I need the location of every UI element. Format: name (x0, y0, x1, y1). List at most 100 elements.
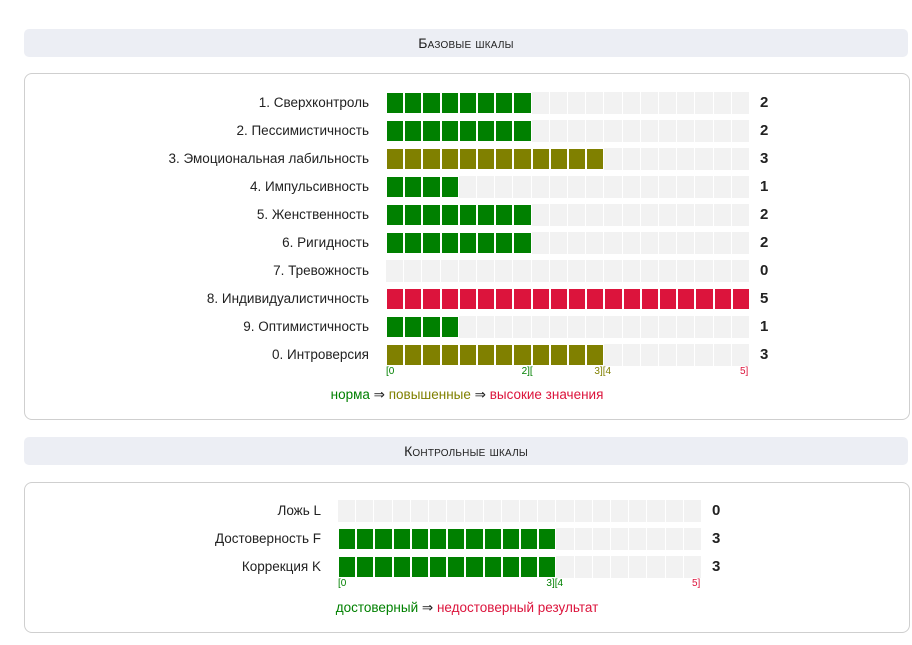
bar-segment-filled (404, 148, 423, 170)
base-legend: норма ⇒ повышенные ⇒ высокие значения (25, 387, 909, 403)
bar-segment-filled (404, 204, 423, 226)
bar-segment-filled (731, 288, 750, 310)
scale-label: Ложь L (277, 503, 321, 518)
bar-segment-filled (549, 288, 568, 310)
scale-bar (386, 92, 750, 114)
legend-arrow: ⇒ (418, 600, 437, 615)
bar-segment-empty (574, 528, 593, 550)
axis-tick-label: 2][ (521, 366, 533, 377)
bar-segment-empty (659, 316, 678, 338)
bar-segment-empty (574, 500, 593, 522)
bar-segment-empty (640, 260, 659, 282)
bar-segment-empty (713, 148, 732, 170)
scale-value: 1 (760, 318, 769, 335)
bar-segment-filled (404, 288, 423, 310)
bar-segment-empty (731, 148, 750, 170)
bar-segment-filled (483, 528, 502, 550)
axis-tick-label: 3][4 (594, 366, 612, 377)
control-scales-title: Контрольные шкалы (404, 443, 528, 459)
bar-segment-empty (683, 500, 702, 522)
scale-bar (386, 204, 750, 226)
bar-segment-filled (458, 120, 477, 142)
bar-segment-filled (501, 528, 520, 550)
bar-segment-filled (440, 344, 459, 366)
bar-segment-filled (422, 204, 441, 226)
bar-segment-filled (495, 288, 514, 310)
control-scales-panel: Ложь L 0 Достоверность F 3 Коррекция K 3 [0 3][… (24, 482, 910, 633)
bar-segment-empty (477, 316, 496, 338)
scale-value: 2 (760, 206, 769, 223)
bar-segment-filled (429, 556, 448, 578)
bar-segment-empty (622, 92, 641, 114)
bar-segment-empty (640, 176, 659, 198)
bar-segment-filled (531, 288, 550, 310)
bar-segment-filled (483, 556, 502, 578)
bar-segment-empty (520, 500, 539, 522)
bar-segment-filled (422, 176, 441, 198)
base-scales-title: Базовые шкалы (418, 35, 514, 51)
bar-segment-empty (683, 528, 702, 550)
bar-segment-empty (549, 260, 568, 282)
bar-segment-filled (386, 288, 405, 310)
scale-label: 8. Индивидуалистичность (206, 291, 369, 306)
bar-segment-empty (659, 344, 678, 366)
bar-segment-filled (422, 232, 441, 254)
bar-segment-empty (604, 92, 623, 114)
bar-segment-empty (659, 260, 678, 282)
scale-bar (338, 556, 702, 578)
bar-segment-empty (677, 232, 696, 254)
bar-segment-empty (611, 500, 630, 522)
bar-segment-empty (713, 120, 732, 142)
bar-segment-filled (440, 92, 459, 114)
bar-segment-filled (531, 148, 550, 170)
bar-segment-filled (440, 204, 459, 226)
bar-segment-empty (604, 260, 623, 282)
axis-tick-label: 5] (692, 578, 701, 589)
bar-segment-filled (477, 232, 496, 254)
bar-segment-filled (422, 316, 441, 338)
bar-segment-filled (458, 148, 477, 170)
bar-segment-filled (549, 148, 568, 170)
scale-value: 3 (712, 530, 721, 547)
bar-segment-filled (356, 528, 375, 550)
bar-segment-empty (677, 176, 696, 198)
bar-segment-empty (622, 232, 641, 254)
bar-segment-empty (556, 556, 575, 578)
bar-segment-filled (374, 556, 393, 578)
scale-label: Достоверность F (214, 531, 321, 546)
bar-segment-filled (422, 344, 441, 366)
bar-segment-empty (538, 500, 557, 522)
bar-segment-empty (695, 148, 714, 170)
bar-segment-empty (731, 92, 750, 114)
bar-segment-filled (586, 288, 605, 310)
bar-segment-filled (386, 316, 405, 338)
bar-segment-filled (513, 148, 532, 170)
bar-segment-empty (713, 92, 732, 114)
bar-segment-filled (429, 528, 448, 550)
bar-segment-empty (677, 344, 696, 366)
bar-segment-empty (713, 260, 732, 282)
bar-segment-empty (695, 120, 714, 142)
bar-segment-filled (465, 528, 484, 550)
scale-label: 4. Импульсивность (249, 179, 369, 194)
scale-label: 2. Пессимистичность (236, 123, 369, 138)
bar-segment-empty (695, 316, 714, 338)
bar-segment-empty (647, 500, 666, 522)
bar-segment-filled (477, 92, 496, 114)
bar-segment-empty (640, 232, 659, 254)
base-scales-panel: 1. Сверхконтроль 2 2. Пессимистичность 2 3. … (24, 73, 910, 420)
bar-segment-filled (477, 148, 496, 170)
bar-segment-empty (731, 316, 750, 338)
bar-segment-empty (659, 176, 678, 198)
bar-segment-filled (659, 288, 678, 310)
bar-segment-filled (440, 120, 459, 142)
bar-segment-empty (568, 232, 587, 254)
bar-segment-empty (586, 316, 605, 338)
bar-segment-filled (640, 288, 659, 310)
bar-segment-filled (495, 232, 514, 254)
bar-segment-filled (531, 344, 550, 366)
scale-label: 3. Эмоциональная лабильность (168, 151, 369, 166)
bar-segment-empty (665, 528, 684, 550)
bar-segment-empty (556, 528, 575, 550)
bar-segment-empty (531, 176, 550, 198)
